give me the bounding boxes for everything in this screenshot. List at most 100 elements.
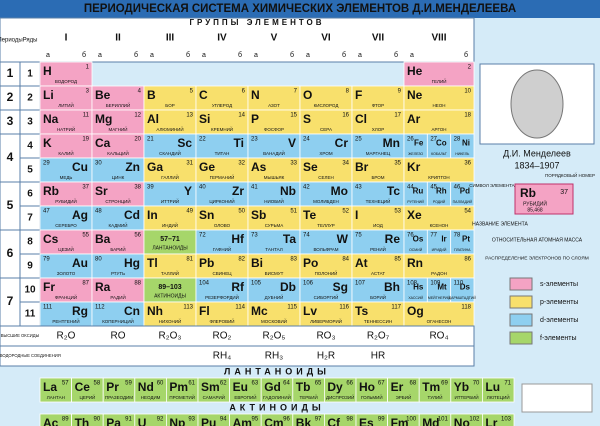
- element-number: 34: [342, 161, 349, 167]
- element-symbol: Tl: [147, 256, 158, 270]
- element-number: 87: [82, 281, 89, 287]
- element-name: РТУТЬ: [111, 271, 125, 276]
- element-symbol: Ti: [234, 136, 244, 150]
- formula: R₂O₃: [159, 331, 182, 342]
- element-cell: [134, 377, 167, 403]
- row-number: 3: [27, 117, 33, 128]
- element-cell: [91, 181, 145, 207]
- element-number: 103: [501, 417, 512, 423]
- key-name: РУБИДИЙ: [523, 199, 547, 207]
- element-symbol: No: [454, 416, 470, 426]
- element-name: ДАРМШТАДТИЙ: [449, 296, 477, 300]
- element-number: 47: [43, 209, 50, 215]
- element-number: 13: [186, 113, 193, 119]
- element-symbol: Ra: [95, 280, 111, 294]
- element-cell: [387, 377, 420, 403]
- element-cell: [247, 277, 301, 303]
- element-symbol: Ag: [72, 208, 88, 222]
- element-symbol: Cu: [72, 160, 88, 174]
- legend-swatch: [509, 277, 533, 291]
- element-name: РАДИЙ: [110, 293, 125, 300]
- element-symbol: Ga: [147, 160, 163, 174]
- element-number: 21: [147, 137, 154, 143]
- element-number: 4: [138, 89, 142, 95]
- subgroup-label: а: [358, 52, 362, 59]
- element-number: 45: [430, 185, 437, 191]
- element-symbol: Sb: [251, 208, 266, 222]
- element-cell: [260, 413, 294, 426]
- element-number: 108: [407, 281, 418, 287]
- element-name: ЛАНТАН: [47, 395, 65, 400]
- element-symbol: U: [138, 416, 147, 426]
- element-number: 60: [157, 381, 164, 387]
- element-symbol: Mc: [251, 304, 268, 318]
- element-cell: [195, 85, 249, 111]
- element-symbol: Se: [303, 160, 318, 174]
- element-name: НИКЕЛЬ: [455, 152, 470, 156]
- element-name: ИНДИЙ: [162, 221, 178, 228]
- element-cell: [143, 157, 197, 183]
- element-name: САМАРИЙ: [203, 393, 225, 400]
- element-name: ТЕЛЛУР: [317, 223, 335, 228]
- key-label: СИМВОЛ ЭЛЕМЕНТА: [469, 183, 514, 188]
- element-cell: [91, 157, 145, 183]
- element-symbol: Eu: [233, 380, 248, 394]
- element-name: ЖЕЛЕЗО: [408, 152, 423, 156]
- element-number: 53: [394, 209, 401, 215]
- element-name: РАДОН: [431, 271, 447, 276]
- element-number: 84: [342, 257, 349, 263]
- element-name: ЛЮТЕЦИЙ: [487, 393, 510, 400]
- element-name: ТЕХНЕЦИЙ: [366, 197, 391, 204]
- element-cell: [195, 253, 249, 279]
- element-number: 54: [464, 209, 471, 215]
- row-number: 8: [27, 237, 33, 248]
- element-cell: [165, 413, 199, 426]
- element-name: ЛИВЕРМОРИЙ: [310, 317, 342, 324]
- element-symbol: Zr: [232, 184, 244, 198]
- element-name: СВИНЕЦ: [212, 271, 232, 276]
- element-cell: [292, 413, 325, 426]
- period-number: 4: [7, 150, 14, 164]
- element-name: ВОДОРОД: [55, 79, 77, 84]
- element-cell: [387, 413, 420, 426]
- element-number: 65: [315, 381, 322, 387]
- element-number: 113: [183, 305, 193, 311]
- element-number: 76: [407, 233, 414, 239]
- element-symbol: Cr: [335, 136, 349, 150]
- element-number: 28: [454, 137, 461, 143]
- element-name: ПЛАТИНА: [454, 248, 471, 252]
- element-name: ТАЛЛИЙ: [161, 269, 179, 276]
- element-cell: [195, 301, 249, 327]
- element-number: 70: [473, 381, 480, 387]
- element-cell: [299, 301, 353, 327]
- element-number: 96: [283, 417, 290, 423]
- element-number: 29: [43, 161, 50, 167]
- element-symbol: Au: [72, 256, 88, 270]
- element-name: КРЕМНИЙ: [211, 125, 233, 132]
- element-symbol: Cf: [327, 416, 341, 426]
- element-symbol: Pd: [460, 187, 470, 196]
- element-name: СТРОНЦИЙ: [105, 197, 130, 204]
- element-symbol: Cn: [124, 304, 140, 318]
- element-symbol: Cs: [43, 232, 59, 246]
- element-symbol: Rg: [72, 304, 88, 318]
- element-number: 23: [251, 137, 258, 143]
- formula: HR: [371, 351, 385, 362]
- row-number: 2: [27, 93, 33, 104]
- element-name: КАЛЬЦИЙ: [107, 149, 128, 156]
- groups-title: ГРУППЫ ЭЛЕМЕНТОВ: [189, 18, 324, 27]
- element-symbol: Mt: [437, 283, 447, 292]
- element-number: 1: [86, 65, 90, 71]
- element-name: РУТЕНИЙ: [407, 200, 424, 204]
- element-name: ПРАЗЕОДИМ: [105, 395, 133, 400]
- element-symbol: Ne: [407, 88, 423, 102]
- key-label: ПОРЯДКОВЫЙ НОМЕР: [545, 171, 595, 178]
- element-name: ИОД: [373, 223, 383, 228]
- element-number: 51: [290, 209, 297, 215]
- element-name: ТИТАН: [215, 151, 230, 156]
- element-number: 5: [190, 89, 194, 95]
- element-number: 59: [125, 381, 132, 387]
- element-symbol: La: [43, 380, 57, 394]
- element-number: 78: [454, 233, 461, 239]
- element-name: КСЕНОН: [430, 223, 449, 228]
